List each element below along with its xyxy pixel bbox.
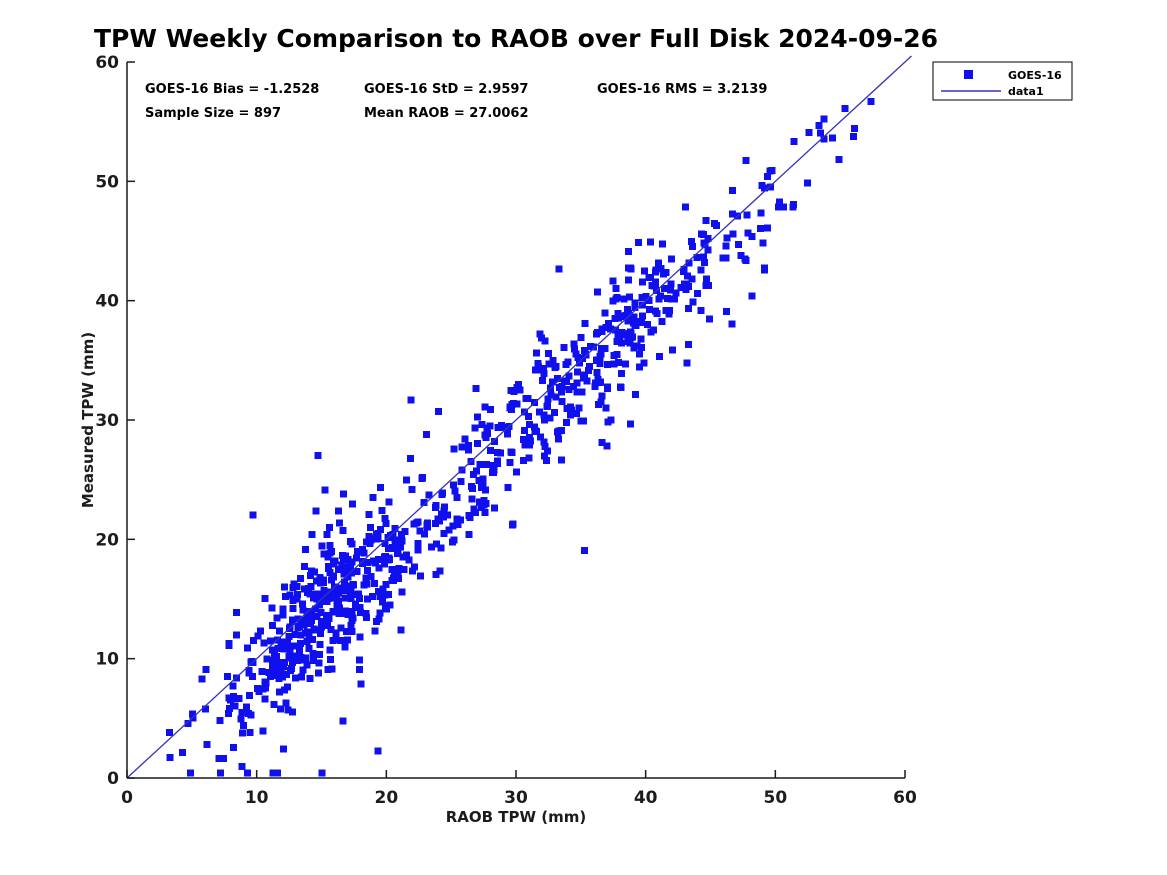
legend-square-marker-icon <box>964 70 973 79</box>
y-axis-ticks: 0 10 20 30 40 50 60 <box>95 53 135 789</box>
y-tick-label: 50 <box>95 172 119 192</box>
legend: GOES-16 data1 <box>932 61 1073 101</box>
legend-box <box>932 61 1073 101</box>
x-tick-label: 60 <box>893 788 917 808</box>
scatter-points-goes16 <box>166 97 875 777</box>
x-tick-label: 50 <box>763 788 787 808</box>
stat-sample-size: Sample Size = 897 <box>145 106 281 121</box>
x-axis-ticks: 0 10 20 30 40 50 60 <box>121 770 917 808</box>
legend-label-goes16: GOES-16 <box>1008 69 1062 82</box>
stat-std: GOES-16 StD = 2.9597 <box>364 82 528 97</box>
y-tick-label: 20 <box>95 530 119 550</box>
x-tick-label: 30 <box>504 788 528 808</box>
y-tick-label: 30 <box>95 411 119 431</box>
chart-title: TPW Weekly Comparison to RAOB over Full … <box>94 24 938 53</box>
x-tick-label: 10 <box>245 788 269 808</box>
y-axis-label: Measured TPW (mm) <box>79 332 97 508</box>
x-tick-label: 40 <box>634 788 658 808</box>
legend-label-data1: data1 <box>1008 85 1044 98</box>
stat-mean-raob: Mean RAOB = 27.0062 <box>364 106 529 121</box>
stat-bias: GOES-16 Bias = -1.2528 <box>145 82 319 97</box>
identity-line-data1 <box>126 55 912 779</box>
stat-rms: GOES-16 RMS = 3.2139 <box>597 82 767 97</box>
y-tick-label: 60 <box>95 53 119 73</box>
y-tick-label: 10 <box>95 650 119 670</box>
y-tick-label: 0 <box>107 769 119 789</box>
x-axis-label: RAOB TPW (mm) <box>446 808 587 826</box>
x-tick-label: 0 <box>121 788 133 808</box>
x-tick-label: 20 <box>374 788 398 808</box>
y-tick-label: 40 <box>95 292 119 312</box>
